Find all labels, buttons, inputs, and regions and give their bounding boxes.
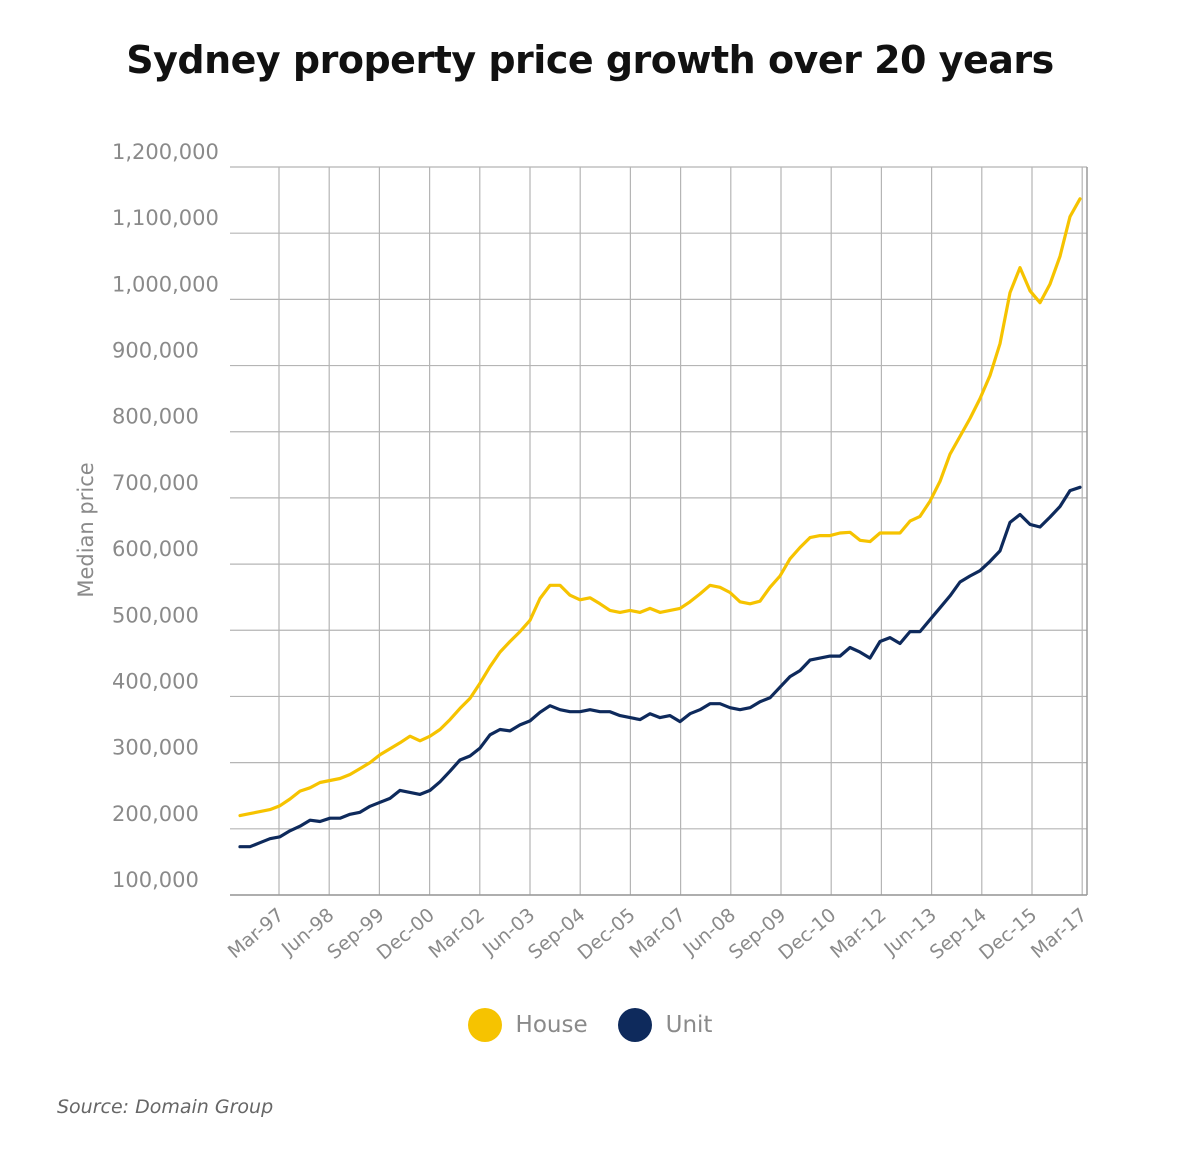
y-tick-label: 600,000: [112, 537, 199, 561]
y-tick-label: 900,000: [112, 339, 199, 363]
x-tick-label: Mar-17: [1027, 904, 1091, 963]
x-tick-label: Mar-07: [625, 904, 689, 963]
x-tick-label: Dec-10: [774, 904, 840, 964]
legend-item-unit: Unit: [617, 1008, 713, 1042]
x-tick-label: Mar-02: [425, 904, 489, 963]
y-tick-label: 800,000: [112, 405, 199, 429]
y-tick-label: 1,000,000: [112, 272, 219, 296]
y-tick-label: 100,000: [112, 868, 199, 892]
series-lines: [238, 197, 1082, 849]
series-line-unit: [238, 485, 1082, 849]
legend-dot-house: [467, 1008, 502, 1042]
y-tick-label: 200,000: [112, 802, 199, 826]
axes: [230, 167, 1088, 896]
y-tick-label: 700,000: [112, 471, 199, 495]
source-note: Source: Domain Group: [57, 1096, 274, 1118]
grid: [230, 166, 1087, 896]
y-tick-label: 500,000: [112, 603, 199, 627]
legend-dot-unit: [617, 1008, 652, 1042]
x-tick-label: Dec-15: [975, 904, 1041, 964]
y-axis-label: Median price: [74, 462, 98, 597]
chart-title: Sydney property price growth over 20 yea…: [126, 38, 1054, 82]
y-tick-labels: 100,000 200,000 300,000 400,000 500,000 600,0…: [112, 140, 219, 892]
y-tick-label: 1,200,000: [112, 140, 219, 164]
y-tick-label: 400,000: [112, 669, 199, 693]
x-tick-label: Dec-05: [574, 904, 640, 964]
series-line-house: [238, 197, 1082, 818]
x-tick-label: Mar-97: [224, 904, 288, 963]
legend-label-unit: Unit: [665, 1012, 713, 1038]
y-tick-label: 300,000: [112, 736, 199, 760]
x-tick-label: Mar-12: [826, 904, 890, 963]
legend-item-house: House: [467, 1008, 588, 1042]
y-tick-label: 1,100,000: [112, 206, 219, 230]
x-tick-label: Dec-00: [373, 904, 439, 964]
legend-label-house: House: [515, 1012, 588, 1038]
legend: House Unit: [0, 1008, 1180, 1042]
x-tick-labels: Mar-97Jun-98Sep-99Dec-00Mar-02Jun-03Sep-…: [224, 904, 1092, 964]
